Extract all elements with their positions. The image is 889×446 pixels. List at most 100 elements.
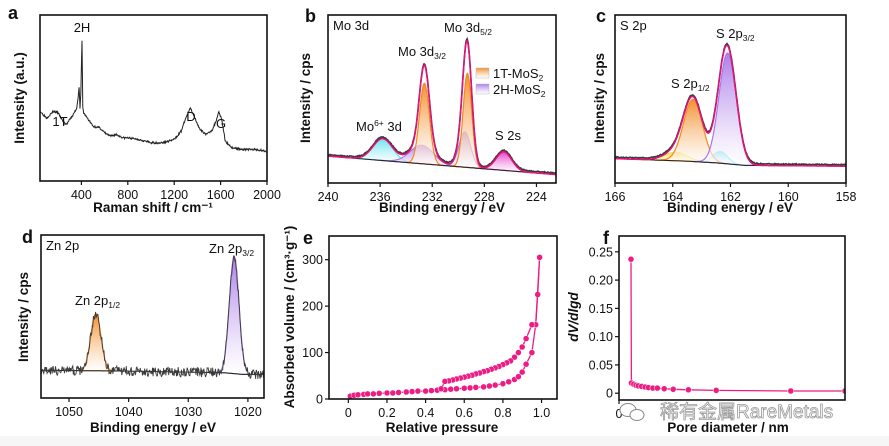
annotation-subscript: 5/2 bbox=[480, 27, 492, 37]
baseline-line bbox=[328, 155, 556, 176]
x-tick-label: 162 bbox=[720, 190, 741, 204]
x-tick-label: 224 bbox=[526, 190, 547, 204]
series-line-0 bbox=[350, 257, 541, 397]
plot-frame bbox=[328, 235, 558, 400]
data-point bbox=[354, 391, 362, 399]
x-axis-label: Binding energy / eV bbox=[379, 200, 505, 215]
data-point bbox=[370, 390, 377, 398]
data-point bbox=[408, 388, 416, 395]
y-axis-label: Intensity / cps bbox=[298, 53, 313, 143]
plot-frame bbox=[40, 234, 265, 399]
x-tick-label: 166 bbox=[605, 190, 626, 204]
data-point bbox=[480, 383, 487, 391]
legend-label: 1T-MoS2 bbox=[493, 66, 544, 83]
x-tick-label: 1.0 bbox=[533, 406, 550, 420]
data-point bbox=[461, 385, 468, 392]
panel-f: 00 0.05 0.10 0.15 0.20 0.25 Pore diameter / nm… bbox=[566, 228, 846, 435]
peak-annotation: Mo 3d3/2 bbox=[398, 44, 446, 61]
plot-area bbox=[328, 36, 556, 176]
data-point bbox=[428, 387, 435, 394]
wechat-icon bbox=[619, 403, 645, 421]
panel-title: S 2p bbox=[620, 18, 647, 33]
data-point bbox=[528, 349, 536, 356]
series-line-0 bbox=[630, 259, 845, 392]
data-point bbox=[627, 255, 635, 263]
x-tick-label: 228 bbox=[474, 190, 495, 204]
legend-subscript: 2 bbox=[539, 73, 544, 83]
x-tick-label: 236 bbox=[370, 190, 391, 204]
y-axis-label: dV/dlgd bbox=[566, 292, 581, 342]
panel-letter: d bbox=[22, 227, 33, 247]
data-point bbox=[522, 360, 530, 368]
data-point bbox=[536, 254, 543, 261]
annotation-main: S 2p bbox=[671, 76, 698, 91]
x-axis-label: Raman shift / cm⁻¹ bbox=[93, 200, 213, 215]
data-point bbox=[375, 390, 383, 397]
raman-spectrum-line bbox=[40, 40, 267, 153]
panel-title: Mo 3d bbox=[333, 18, 369, 33]
data-point bbox=[472, 384, 480, 391]
data-point bbox=[499, 380, 507, 387]
data-point bbox=[515, 373, 522, 380]
annotation-main: 2H bbox=[74, 20, 91, 35]
annotation-subscript: 1/2 bbox=[108, 300, 120, 310]
data-point bbox=[395, 389, 402, 396]
x-tick-label: 1020 bbox=[234, 405, 262, 419]
y-tick-label: 0.20 bbox=[589, 274, 613, 288]
data-point bbox=[712, 387, 720, 394]
data-point bbox=[660, 385, 668, 392]
peak-annotation: Zn 2p3/2 bbox=[209, 241, 254, 258]
panel-letter: c bbox=[596, 6, 606, 26]
annotation-main: G bbox=[216, 116, 226, 131]
x-tick-label: 0.2 bbox=[378, 406, 395, 420]
watermark-text: 稀有金属RareMetals bbox=[660, 401, 833, 423]
legend-label: 2H-MoS2 bbox=[493, 82, 546, 99]
data-point bbox=[654, 384, 661, 392]
data-point bbox=[383, 389, 391, 397]
data-point bbox=[491, 381, 499, 389]
peak-annotation: 2H bbox=[74, 20, 91, 35]
plot-frame bbox=[39, 14, 268, 182]
y-axis-label: Intensity / cps bbox=[592, 53, 607, 143]
x-tick-label: 1050 bbox=[55, 405, 83, 419]
plot-area bbox=[41, 255, 264, 379]
data-point bbox=[505, 378, 512, 386]
component-peak-0 bbox=[76, 313, 116, 372]
data-point bbox=[453, 385, 460, 393]
peak-annotation: 1T bbox=[52, 114, 67, 129]
x-tick-label: 1030 bbox=[174, 405, 202, 419]
x-tick-label: 164 bbox=[662, 190, 683, 204]
peak-annotation: S 2s bbox=[495, 128, 522, 143]
annotation-subscript: 3/2 bbox=[434, 51, 446, 61]
peak-annotation: Mo 3d5/2 bbox=[444, 20, 492, 37]
legend-name: 2H-MoS bbox=[493, 82, 541, 97]
x-tick-label: 0 bbox=[616, 407, 623, 421]
panel-c: 166 164 162 160 158 Binding energy / eV Intens… bbox=[592, 6, 856, 215]
y-tick-label: 0.15 bbox=[589, 302, 613, 316]
data-point bbox=[787, 387, 795, 395]
panel-e: 0 0.2 0.4 0.6 0.8 1.0 0 100 200 300 Relative press… bbox=[282, 226, 558, 435]
plot-area bbox=[347, 254, 543, 399]
peak-annotation: D bbox=[186, 109, 195, 124]
x-tick-label: 240 bbox=[318, 190, 339, 204]
annotation-subscript: 3/2 bbox=[743, 33, 755, 43]
legend-name: 1T-MoS bbox=[493, 66, 539, 81]
plot-frame bbox=[327, 14, 557, 184]
x-tick-label: 0 bbox=[345, 406, 352, 420]
raw-data-line bbox=[328, 36, 556, 175]
y-tick-label: 0 bbox=[606, 387, 613, 401]
panel-letter: b bbox=[305, 6, 316, 26]
x-tick-label: 0.4 bbox=[417, 406, 434, 420]
x-axis-label: Relative pressure bbox=[386, 420, 499, 435]
data-point bbox=[414, 387, 422, 395]
peak-annotation: G bbox=[216, 116, 226, 131]
panel-letter: e bbox=[303, 228, 313, 248]
data-point bbox=[441, 378, 449, 385]
y-axis-label: Intensity / cps bbox=[16, 272, 31, 362]
annotation-main: Zn 2p bbox=[209, 241, 242, 256]
x-tick-label: 0.6 bbox=[456, 406, 473, 420]
x-axis-label: Binding energy / eV bbox=[667, 200, 793, 215]
data-point bbox=[389, 389, 397, 397]
y-tick-label: 0.10 bbox=[589, 330, 613, 344]
